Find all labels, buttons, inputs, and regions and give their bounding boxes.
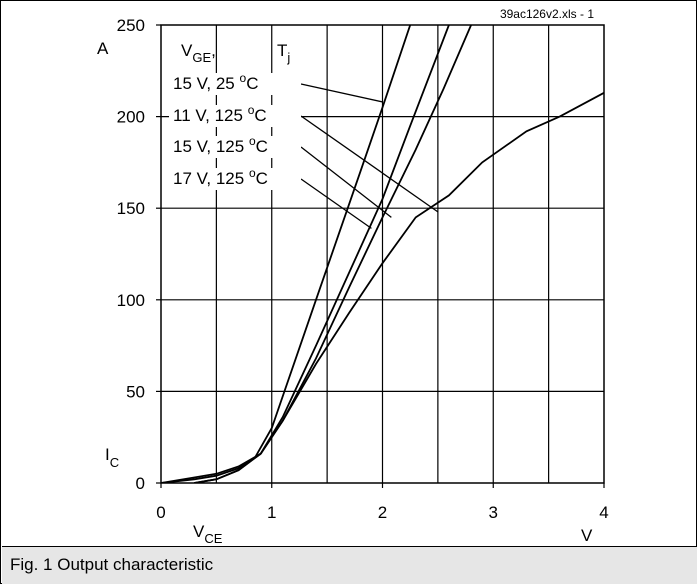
legend-header-vge: VGE,	[181, 41, 216, 65]
y-unit-label: A	[97, 39, 109, 58]
legend-label-degree: o	[249, 166, 256, 180]
legend-label-volts: 15 V, 25	[173, 74, 240, 93]
leader-lines-layer	[300, 83, 439, 229]
x-unit-label: V	[581, 526, 593, 545]
legend-header-vge-suffix: ,	[211, 41, 216, 60]
y-axis-label-main: I	[105, 445, 110, 464]
leader-line-3	[300, 146, 392, 218]
x-tick-label: 4	[599, 503, 608, 522]
y-axis-label-sub: C	[110, 455, 119, 470]
x-axis-label: VCE	[193, 522, 223, 546]
y-tick-label: 50	[126, 382, 145, 401]
legend-label-degree: o	[240, 71, 247, 85]
y-tick-label: 0	[136, 474, 145, 493]
series-curve-2	[161, 92, 604, 483]
legend-label-2: 11 V, 125 oC	[173, 103, 267, 125]
source-label-bg	[498, 5, 600, 21]
x-tick-label: 1	[267, 503, 276, 522]
legend-label-volts: 11 V, 125	[173, 106, 248, 125]
x-tick-label: 2	[378, 503, 387, 522]
legend-bg-1	[169, 73, 301, 95]
legend-header-tj-sub: j	[286, 50, 290, 65]
legend-header-vge-sub: GE	[192, 50, 211, 65]
x-tick-label: 0	[156, 503, 165, 522]
legend-label-unit: C	[256, 169, 268, 188]
y-axis-label: IC	[105, 445, 119, 470]
legend-label-1: 15 V, 25 oC	[173, 71, 258, 93]
legend-label-4: 17 V, 125 oC	[173, 166, 268, 188]
legend-header-tj-main: T	[277, 41, 287, 60]
x-tick-label: 3	[489, 503, 498, 522]
series-curve-4	[194, 25, 450, 483]
figure-caption: Fig. 1 Output characteristic	[10, 555, 214, 574]
source-label: 39ac126v2.xls - 1	[500, 7, 594, 21]
y-tick-labels: 0 50 100 150 200 250	[117, 16, 161, 493]
y-tick-label: 150	[117, 199, 145, 218]
y-tick-label: 250	[117, 16, 145, 35]
leader-line-2	[300, 115, 439, 213]
leader-line-1	[300, 83, 383, 103]
legend-bg-2	[169, 105, 301, 127]
caption-bar: Fig. 1 Output characteristic	[2, 546, 697, 584]
legend-header-vge-main: V	[181, 41, 193, 60]
legend-label-degree: o	[248, 103, 255, 117]
legend-bg-3	[169, 136, 301, 158]
y-tick-label: 200	[117, 108, 145, 127]
legend-header-tj: Tj	[277, 41, 290, 65]
y-tick-label: 100	[117, 291, 145, 310]
x-axis-label-main: V	[193, 522, 205, 541]
legend-bg-4	[169, 168, 301, 190]
x-tick-labels: 0 1 2 3 4	[156, 483, 609, 522]
legend-label-unit: C	[256, 137, 268, 156]
legend-label-3: 15 V, 125 oC	[173, 134, 268, 156]
leader-line-4	[300, 178, 372, 229]
legend-label-degree: o	[249, 134, 256, 148]
legend-label-unit: C	[246, 74, 258, 93]
x-axis-label-sub: CE	[204, 531, 222, 546]
legend-label-volts: 17 V, 125	[173, 169, 249, 188]
legend-label-unit: C	[254, 106, 266, 125]
legend-label-volts: 15 V, 125	[173, 137, 249, 156]
